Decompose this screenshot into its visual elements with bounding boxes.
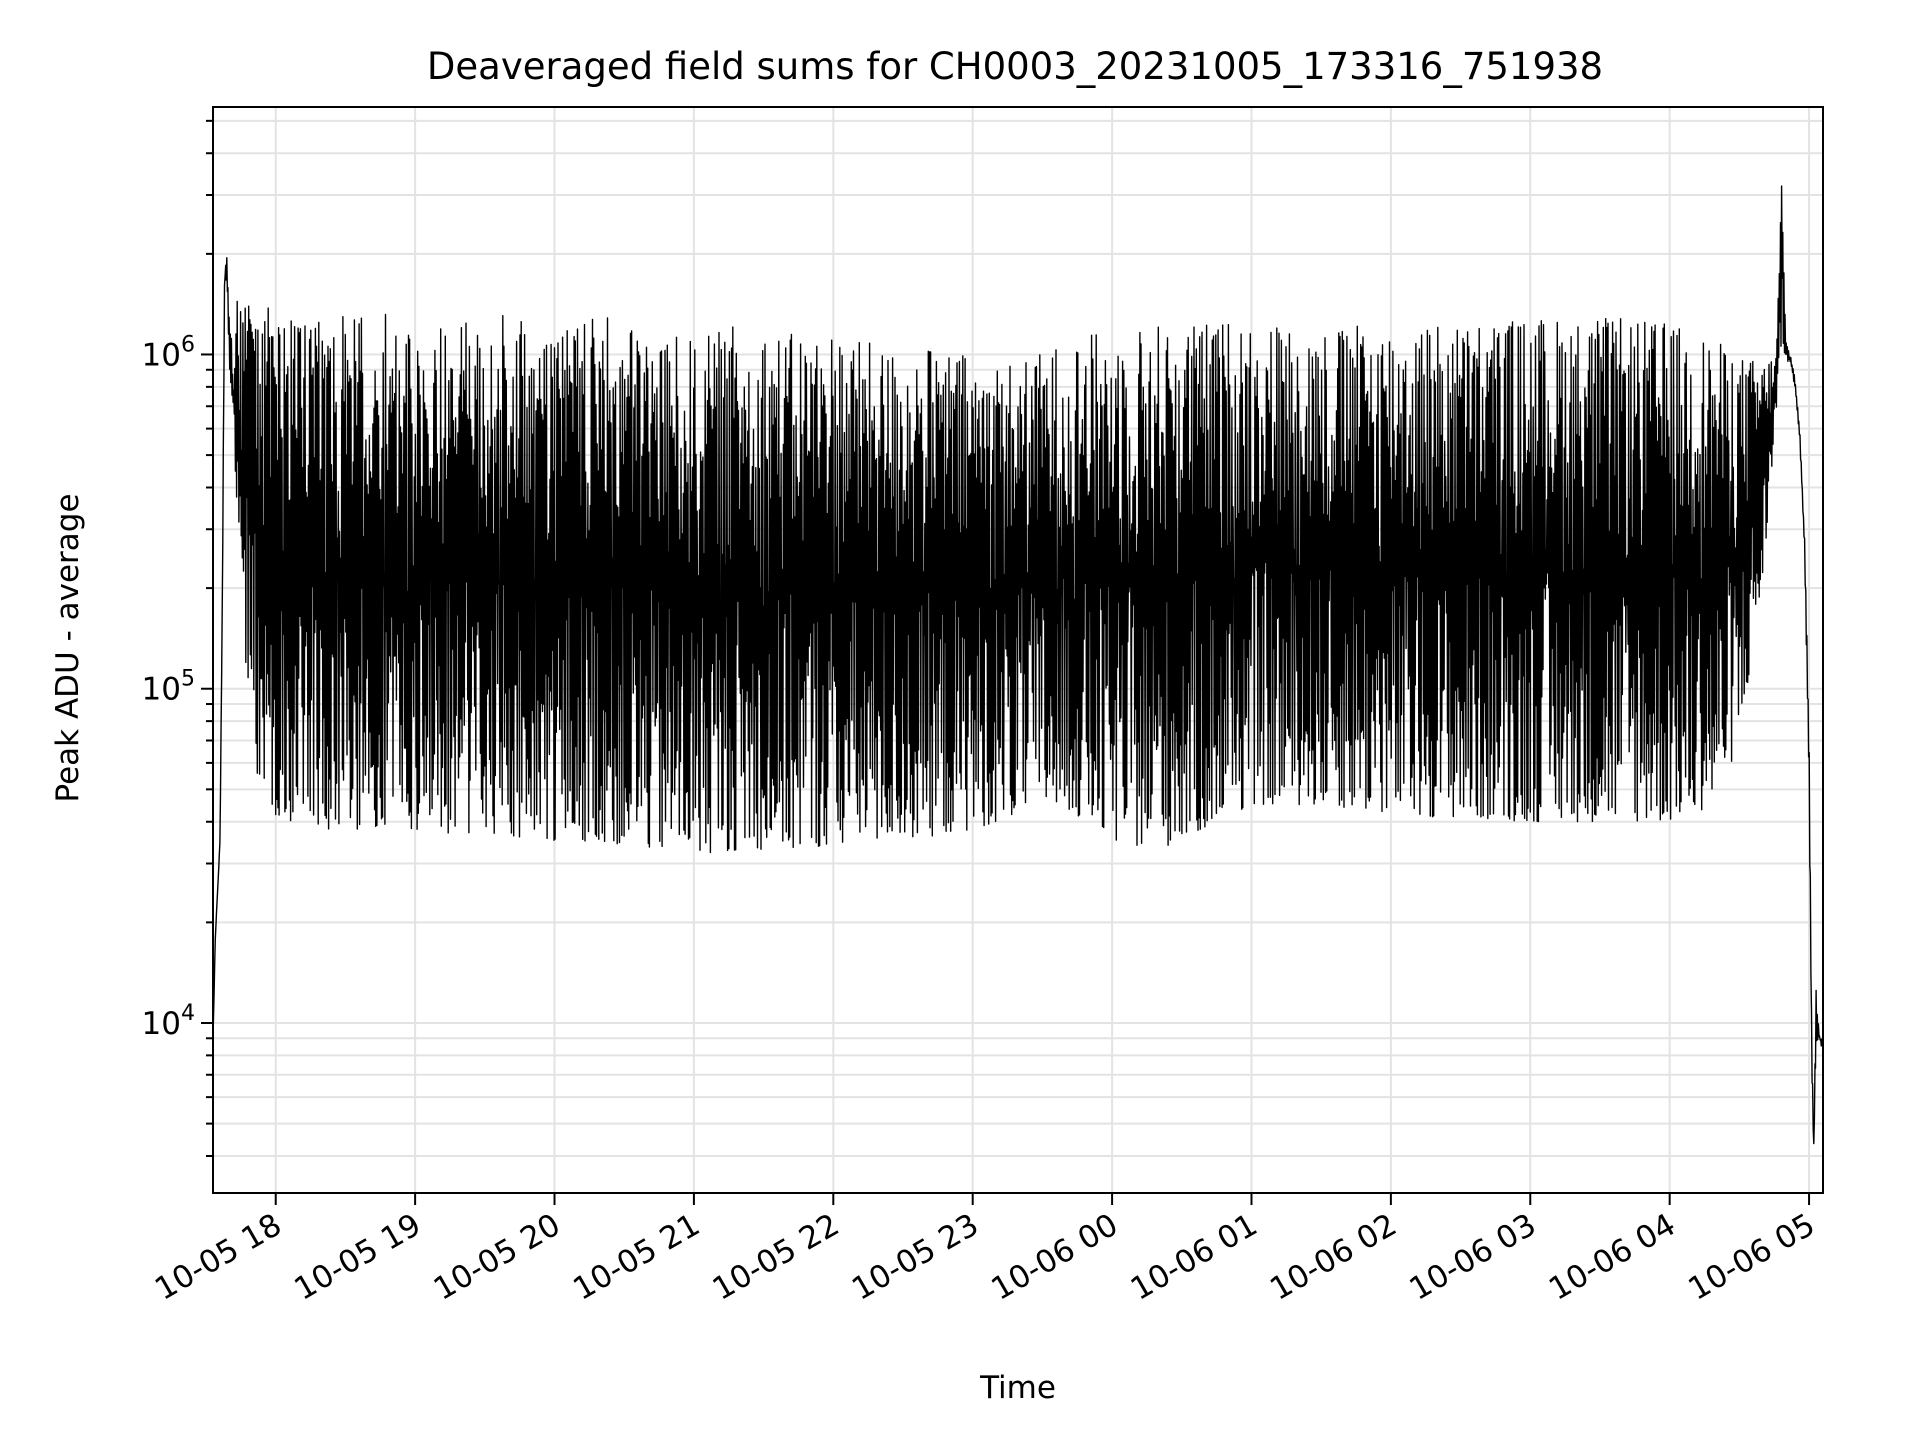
plot-frame bbox=[212, 106, 1824, 1194]
series-area bbox=[212, 185, 1824, 1145]
y-tick-label: 106 bbox=[142, 332, 195, 373]
y-tick-label: 105 bbox=[142, 667, 195, 708]
x-axis-label: Time bbox=[979, 1370, 1056, 1406]
y-tick-label: 104 bbox=[142, 1001, 195, 1042]
chart-title: Deaveraged field sums for CH0003_2023100… bbox=[427, 45, 1603, 88]
y-axis-label: Peak ADU - average bbox=[50, 493, 86, 802]
series-line bbox=[212, 185, 1824, 1145]
y-axis: 104 105 106 bbox=[142, 119, 213, 1157]
